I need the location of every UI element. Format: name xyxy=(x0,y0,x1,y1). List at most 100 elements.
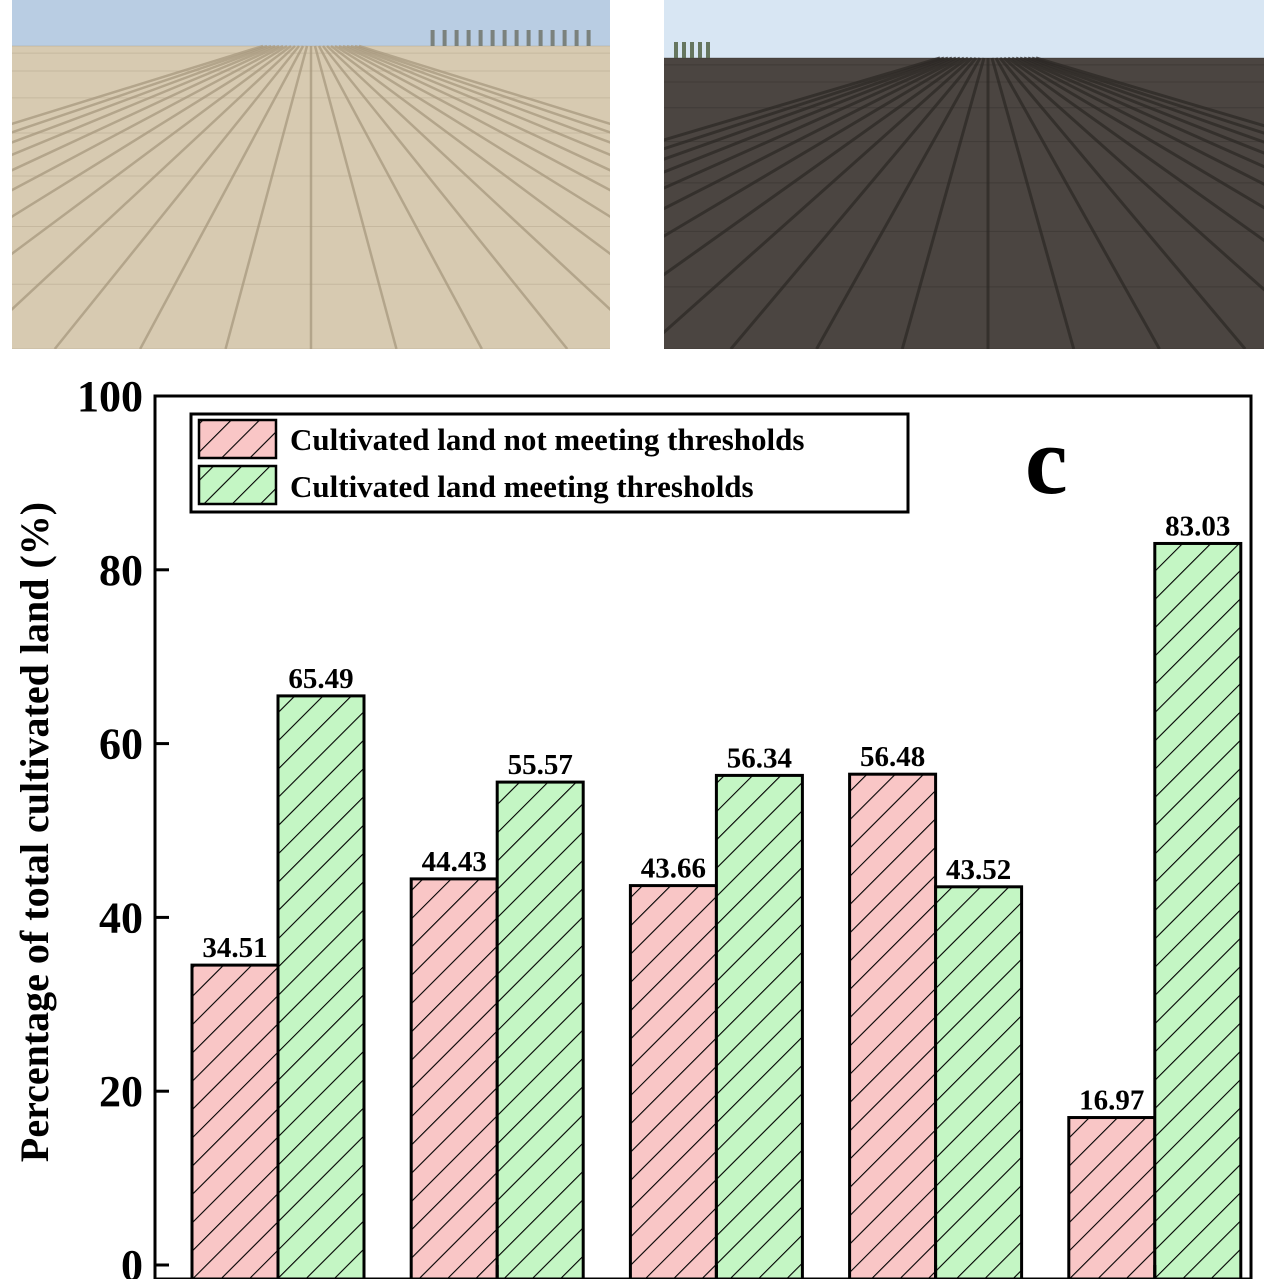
furrow-line xyxy=(12,44,272,144)
tree xyxy=(490,30,495,46)
furrow-line xyxy=(139,45,305,349)
tree xyxy=(698,42,702,58)
bar-hatch-meeting-4 xyxy=(934,885,1024,1279)
furrow-line xyxy=(1031,56,1264,135)
furrow-line xyxy=(1035,56,1264,128)
furrow-line xyxy=(664,56,965,238)
legend-swatch-hatch xyxy=(199,420,276,458)
furrow-line xyxy=(994,57,1161,349)
furrow-line xyxy=(224,45,309,349)
furrow-line xyxy=(317,45,483,349)
bars-layer xyxy=(190,541,1243,1279)
furrow-line xyxy=(322,45,569,349)
tree xyxy=(526,30,531,46)
bar-hatch-not-meeting-2 xyxy=(409,877,499,1279)
legend-frame xyxy=(189,412,910,514)
tree xyxy=(682,42,686,58)
furrow-line xyxy=(12,44,292,256)
photo-dark-tilled-field xyxy=(664,0,1264,349)
sky xyxy=(664,0,1264,58)
value-label: 56.48 xyxy=(860,741,925,773)
bar-hatch-meeting-1 xyxy=(276,694,366,1279)
furrow-line xyxy=(729,57,978,349)
y-tick-label: 100 xyxy=(77,372,143,421)
furrow-line xyxy=(664,56,945,151)
furrow-line xyxy=(338,44,610,192)
legend: Cultivated land not meeting thresholds C… xyxy=(189,412,910,514)
y-tick-label: 80 xyxy=(99,546,143,595)
furrow-line xyxy=(346,44,610,157)
furrow-line xyxy=(664,56,969,277)
furrow-line xyxy=(53,45,300,349)
tree xyxy=(442,30,447,46)
sky xyxy=(12,0,610,46)
furrow-line xyxy=(330,44,610,256)
tree xyxy=(574,30,579,46)
furrow-line xyxy=(1007,56,1264,243)
bar-hatch-not-meeting-3 xyxy=(628,884,718,1279)
furrow-line xyxy=(664,56,961,211)
furrow-line xyxy=(1019,56,1264,169)
furrow-line xyxy=(664,56,949,161)
bar-hatch-not-meeting-1 xyxy=(190,963,280,1279)
value-label: 43.52 xyxy=(946,854,1011,886)
tree xyxy=(562,30,567,46)
y-tick-label: 0 xyxy=(121,1241,143,1279)
furrow-line xyxy=(1003,56,1264,292)
value-label: 16.97 xyxy=(1079,1085,1144,1117)
x-axis xyxy=(276,1265,1157,1279)
tree xyxy=(586,30,591,46)
bar-hatch-not-meeting-4 xyxy=(848,772,938,1279)
legend-label-meeting: Cultivated land meeting thresholds xyxy=(290,469,754,504)
y-axis: 0 20 40 60 80 100 xyxy=(77,372,169,1279)
y-tick-label: 20 xyxy=(99,1067,143,1116)
furrow-line xyxy=(815,57,982,349)
y-tick-label: 60 xyxy=(99,720,143,769)
value-labels-layer: 34.51 65.49 44.43 55.57 43.66 56.34 56.48 43.52… xyxy=(202,510,1230,1116)
furrow-line xyxy=(354,44,610,134)
furrow-line xyxy=(12,45,296,311)
furrow-line xyxy=(12,44,280,172)
photo-dark-tilled-field-image xyxy=(664,0,1264,349)
tree xyxy=(454,30,459,46)
legend-swatch-hatch xyxy=(199,466,276,504)
furrow-line xyxy=(342,44,610,172)
furrow-line xyxy=(664,56,957,190)
tree xyxy=(674,42,678,58)
tree xyxy=(430,30,435,46)
furrow-line xyxy=(664,56,941,142)
value-label: 65.49 xyxy=(288,663,353,695)
value-label: 43.66 xyxy=(641,853,706,885)
furrow-line xyxy=(1011,56,1264,210)
furrow-line xyxy=(664,56,973,335)
panel-label: c xyxy=(1025,407,1068,514)
tree xyxy=(690,42,694,58)
furrow-line xyxy=(12,44,284,192)
furrow-line xyxy=(334,44,610,219)
tree xyxy=(502,30,507,46)
furrow-line xyxy=(12,44,288,219)
value-label: 56.34 xyxy=(727,742,792,774)
tree xyxy=(550,30,555,46)
furrow-line xyxy=(358,44,610,126)
tree xyxy=(478,30,483,46)
tree xyxy=(538,30,543,46)
furrow-line xyxy=(350,44,610,144)
value-label: 83.03 xyxy=(1165,510,1230,542)
value-label: 55.57 xyxy=(508,749,573,781)
value-label: 44.43 xyxy=(422,846,487,878)
furrow-line xyxy=(1027,56,1264,144)
photo-straw-covered-field xyxy=(12,0,610,349)
furrow-line xyxy=(12,44,264,126)
furrow-line xyxy=(990,57,1076,349)
value-label: 34.51 xyxy=(202,932,267,964)
furrow-line xyxy=(1015,56,1264,186)
photo-straw-covered-field-image xyxy=(12,0,610,349)
tree xyxy=(466,30,471,46)
y-tick-label: 40 xyxy=(99,893,143,942)
furrow-line xyxy=(998,57,1247,349)
bar-hatch-meeting-3 xyxy=(714,773,804,1279)
furrow-line xyxy=(313,45,398,349)
furrow-line xyxy=(900,57,986,349)
